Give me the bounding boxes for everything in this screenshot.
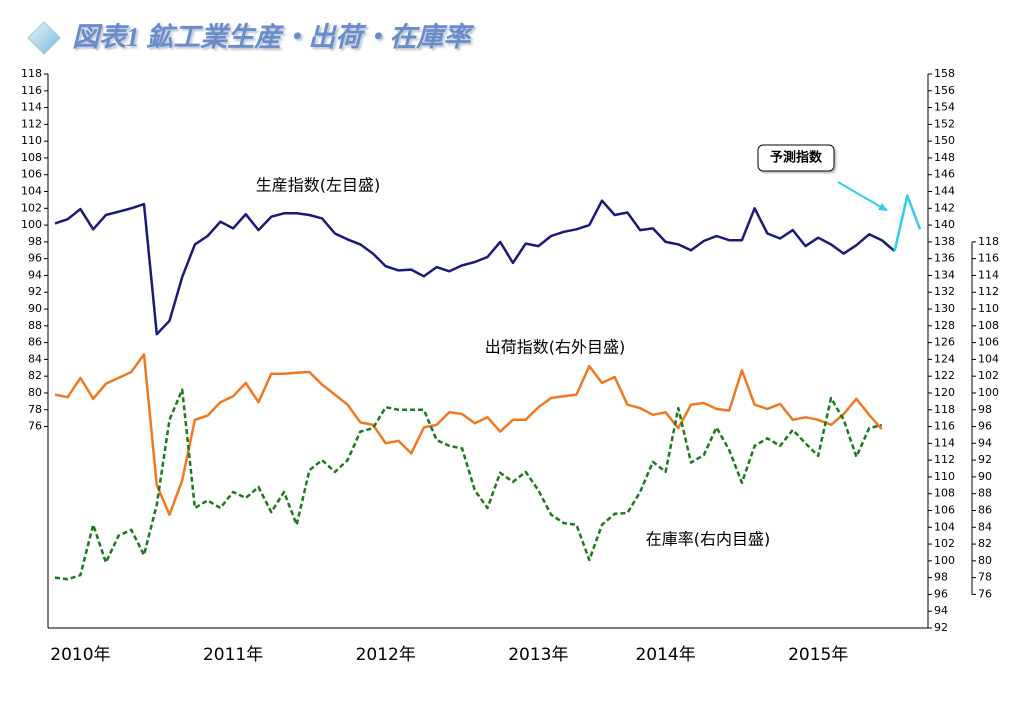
y-tick-label: 88 (28, 319, 42, 332)
y3-tick-label: 90 (978, 470, 992, 483)
y-tick-label: 80 (28, 386, 42, 399)
y3-tick-label: 86 (978, 503, 992, 516)
y-tick-label: 116 (21, 84, 42, 97)
y3-tick-label: 98 (978, 403, 992, 416)
y3-tick-label: 88 (978, 487, 992, 500)
x-tick-label: 2013年 (508, 645, 568, 665)
y-tick-label: 104 (21, 185, 42, 198)
y2-tick-label: 102 (934, 537, 955, 550)
y3-tick-label: 76 (978, 587, 992, 600)
y2-tick-label: 114 (934, 436, 955, 449)
chart-title: 図表1 鉱工業生産・出荷・在庫率 (72, 22, 475, 52)
y-tick-label: 94 (28, 268, 42, 281)
y2-tick-label: 116 (934, 420, 955, 433)
y-tick-label: 108 (21, 151, 42, 164)
y2-tick-label: 112 (934, 453, 955, 466)
y-tick-label: 92 (28, 285, 42, 298)
y2-tick-label: 138 (934, 235, 955, 248)
series-label: 予測指数 (770, 150, 823, 166)
x-tick-label: 2015年 (788, 645, 848, 665)
y3-tick-label: 116 (978, 252, 999, 265)
y-tick-label: 76 (28, 420, 42, 433)
y2-tick-label: 108 (934, 487, 955, 500)
y2-tick-label: 154 (934, 101, 955, 114)
y3-tick-label: 108 (978, 319, 999, 332)
callout-box (757, 144, 835, 172)
y2-tick-label: 126 (934, 336, 955, 349)
series-label: 在庫率(右内目盛) (646, 530, 771, 549)
y2-tick-label: 148 (934, 151, 955, 164)
y2-tick-label: 100 (934, 554, 955, 567)
y2-tick-label: 136 (934, 252, 955, 265)
y-tick-label: 86 (28, 336, 42, 349)
y3-tick-label: 84 (978, 520, 992, 533)
y3-tick-label: 96 (978, 420, 992, 433)
y3-tick-label: 114 (978, 268, 999, 281)
y-tick-label: 96 (28, 252, 42, 265)
y2-tick-label: 94 (934, 604, 948, 617)
y-tick-label: 114 (21, 101, 42, 114)
series-line (893, 194, 922, 252)
y3-tick-label: 104 (978, 352, 999, 365)
y3-tick-label: 110 (978, 302, 999, 315)
title-icon (27, 21, 61, 55)
callout-arrow (837, 181, 887, 211)
y2-tick-label: 104 (934, 520, 955, 533)
y2-tick-label: 156 (934, 84, 955, 97)
y2-tick-label: 142 (934, 201, 955, 214)
y3-tick-label: 80 (978, 554, 992, 567)
y-tick-label: 84 (28, 352, 42, 365)
y-tick-label: 106 (21, 168, 42, 181)
y2-tick-label: 122 (934, 369, 955, 382)
y-tick-label: 90 (28, 302, 42, 315)
series-label: 出荷指数(右外目盛) (485, 338, 626, 357)
series-line (54, 388, 883, 581)
y2-tick-label: 152 (934, 117, 955, 130)
series-line (54, 353, 883, 516)
y3-tick-label: 78 (978, 571, 992, 584)
y-tick-label: 78 (28, 403, 42, 416)
x-tick-label: 2010年 (50, 645, 110, 665)
y2-tick-label: 146 (934, 168, 955, 181)
y2-tick-label: 158 (934, 67, 955, 80)
y-tick-label: 112 (21, 117, 42, 130)
x-tick-label: 2012年 (356, 645, 416, 665)
y3-tick-label: 112 (978, 285, 999, 298)
y-tick-label: 98 (28, 235, 42, 248)
series-line (54, 199, 896, 336)
y-tick-label: 100 (21, 218, 42, 231)
series-label: 生産指数(左目盛) (256, 176, 381, 195)
x-tick-label: 2011年 (203, 645, 263, 665)
y2-tick-label: 130 (934, 302, 955, 315)
y2-tick-label: 140 (934, 218, 955, 231)
y2-tick-label: 144 (934, 185, 955, 198)
y2-tick-label: 96 (934, 587, 948, 600)
y2-tick-label: 150 (934, 134, 955, 147)
y-tick-label: 110 (21, 134, 42, 147)
y2-tick-label: 110 (934, 470, 955, 483)
y2-tick-label: 106 (934, 503, 955, 516)
y3-tick-label: 118 (978, 235, 999, 248)
y3-tick-label: 82 (978, 537, 992, 550)
y2-tick-label: 134 (934, 268, 955, 281)
y2-tick-label: 92 (934, 621, 948, 634)
y2-tick-label: 98 (934, 571, 948, 584)
y3-tick-label: 94 (978, 436, 992, 449)
callout-arrowhead (878, 203, 888, 211)
y2-tick-label: 118 (934, 403, 955, 416)
y3-tick-label: 102 (978, 369, 999, 382)
y3-tick-label: 100 (978, 386, 999, 399)
y-tick-label: 118 (21, 67, 42, 80)
y-tick-label: 82 (28, 369, 42, 382)
x-tick-label: 2014年 (635, 645, 695, 665)
y3-tick-label: 92 (978, 453, 992, 466)
y2-tick-label: 128 (934, 319, 955, 332)
y3-tick-label: 106 (978, 336, 999, 349)
y2-tick-label: 132 (934, 285, 955, 298)
y2-tick-label: 124 (934, 352, 955, 365)
y-tick-label: 102 (21, 201, 42, 214)
y2-tick-label: 120 (934, 386, 955, 399)
